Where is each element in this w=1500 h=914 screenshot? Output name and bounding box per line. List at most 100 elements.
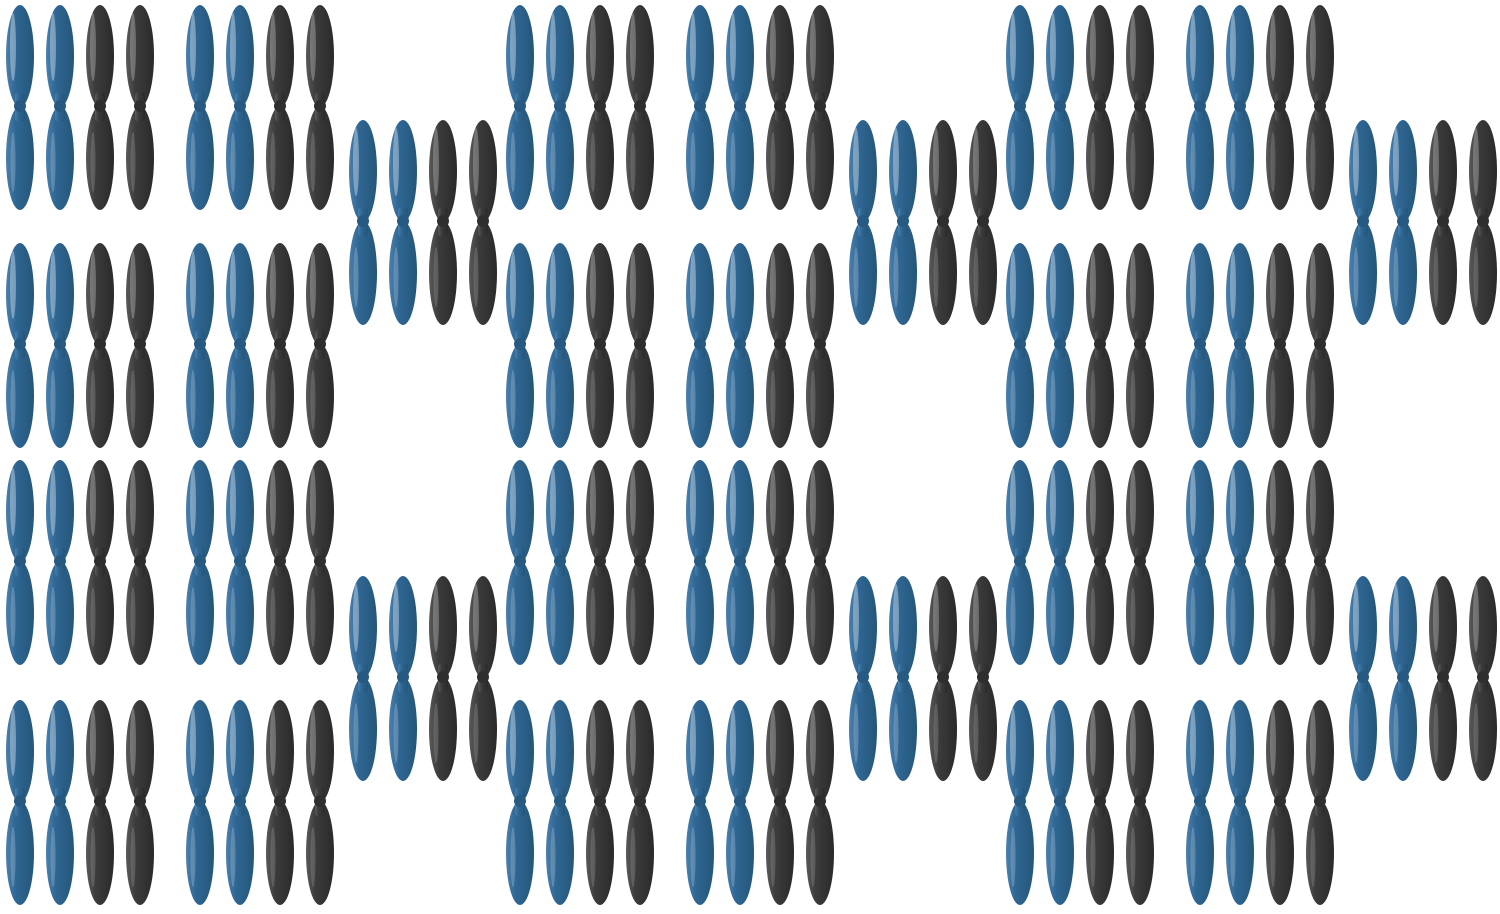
highlight [550,468,556,536]
highlight [770,13,776,81]
blade [186,5,214,107]
highlight [1230,251,1236,319]
blade [6,5,34,107]
blade [186,561,214,665]
blade [1006,243,1034,345]
blade [1389,677,1417,781]
hub [314,795,326,807]
highlight [1230,468,1236,536]
highlight [550,251,556,319]
blade [546,801,574,905]
highlight [1130,468,1136,536]
propeller [349,120,377,325]
blade [626,801,654,905]
highlight [1130,370,1136,430]
blade [849,221,877,325]
hub [1477,671,1489,683]
propeller-set [1186,700,1334,905]
hub [437,671,449,683]
hub [234,338,246,350]
blade [1086,243,1114,345]
highlight [1433,247,1439,307]
highlight [90,827,96,887]
highlight [270,827,276,887]
hub [274,795,286,807]
highlight [190,827,196,887]
highlight [973,703,979,763]
highlight [10,587,16,647]
blade [1306,561,1334,665]
highlight [1230,370,1236,430]
highlight [230,708,236,776]
blade [1389,120,1417,222]
propeller-set [686,243,834,448]
hub [694,795,706,807]
propeller [186,5,214,210]
blade [1046,5,1074,107]
propeller [1006,700,1034,905]
highlight [310,132,316,192]
highlight [130,13,136,81]
blade [1186,5,1214,107]
propeller-set [6,460,154,665]
propeller [6,460,34,665]
propeller [1086,5,1114,210]
highlight [433,128,439,196]
blade [929,576,957,678]
blade [1006,561,1034,665]
blade [266,561,294,665]
highlight [50,251,56,319]
highlight [1090,132,1096,192]
highlight [1010,708,1016,776]
highlight [1190,132,1196,192]
propeller [126,700,154,905]
propeller-set [849,576,997,781]
highlight [1433,128,1439,196]
blade [889,677,917,781]
blade [546,344,574,448]
hub [14,338,26,350]
highlight [190,132,196,192]
hub [1094,555,1106,567]
hub [1014,795,1026,807]
highlight [1230,708,1236,776]
highlight [50,13,56,81]
highlight [1190,827,1196,887]
blade [1266,561,1294,665]
highlight [1010,587,1016,647]
blade [306,5,334,107]
highlight [690,827,696,887]
blade [726,700,754,802]
blade [1226,801,1254,905]
blade [1126,5,1154,107]
highlight [353,247,359,307]
blade [1046,344,1074,448]
highlight [10,827,16,887]
propeller [6,243,34,448]
hub [1134,338,1146,350]
highlight [130,708,136,776]
blade [266,243,294,345]
blade [186,344,214,448]
highlight [230,827,236,887]
highlight [590,132,596,192]
propeller [1046,460,1074,665]
propeller [226,243,254,448]
blade [1226,5,1254,107]
propeller [469,576,497,781]
propeller-set [186,243,334,448]
propeller [726,460,754,665]
highlight [270,370,276,430]
highlight [1050,132,1056,192]
highlight [770,132,776,192]
blade [1006,344,1034,448]
hub [1314,795,1326,807]
hub [1314,100,1326,112]
hub [274,338,286,350]
propeller [389,120,417,325]
blade [469,576,497,678]
highlight [1310,587,1316,647]
blade [506,106,534,210]
blade [1226,460,1254,562]
hub [1134,555,1146,567]
